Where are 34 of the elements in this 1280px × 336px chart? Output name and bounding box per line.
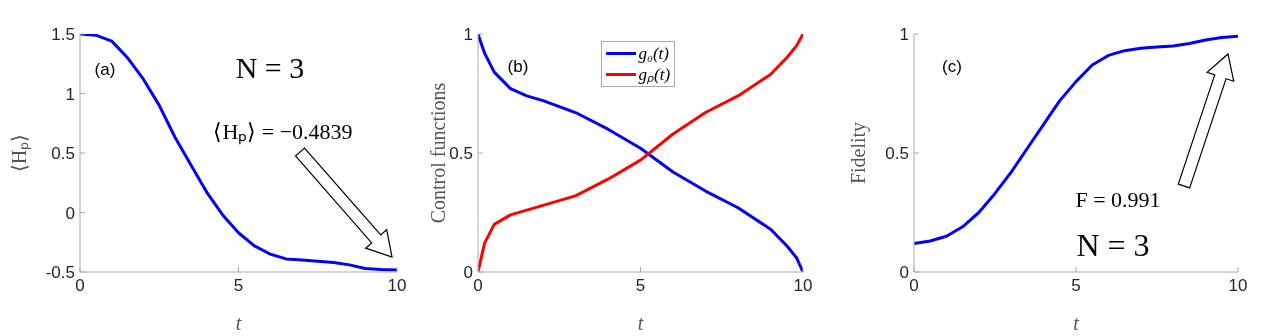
- y-tick-label: 0: [463, 263, 473, 283]
- x-axis-title: t: [235, 312, 242, 334]
- annotation: (a): [94, 60, 116, 80]
- y-tick-label: 0.5: [51, 144, 75, 164]
- x-axis-title: t: [637, 312, 644, 334]
- y-tick-label: 1: [899, 25, 909, 45]
- annotation: (b): [507, 57, 529, 77]
- x-tick-label: 10: [387, 276, 407, 296]
- line-series: [478, 34, 803, 272]
- y-tick-label: 0: [65, 203, 75, 223]
- y-axis-title: Control functions: [426, 82, 450, 224]
- y-axis-title: ⟨Hₚ⟩: [6, 133, 32, 173]
- y-tick-label: 1.5: [51, 25, 75, 45]
- annotation: ⟨Hₚ⟩ = −0.4839: [213, 118, 353, 145]
- annotation: N = 3: [235, 51, 305, 85]
- y-tick-label: 0: [899, 263, 909, 283]
- x-tick-label: 5: [635, 276, 646, 296]
- y-tick-label: -0.5: [45, 263, 75, 283]
- x-tick-label: 10: [1228, 276, 1248, 296]
- y-axis-title: Fidelity: [846, 121, 870, 185]
- annotation: F = 0.991: [1075, 187, 1161, 213]
- y-tick-label: 0.5: [885, 144, 909, 164]
- y-tick-label: 1: [463, 25, 473, 45]
- x-tick-label: 5: [233, 276, 244, 296]
- x-tick-label: 10: [793, 276, 813, 296]
- y-tick-label: 0.5: [449, 144, 473, 164]
- legend-label: g₀(t): [638, 43, 669, 64]
- annotation: (c): [942, 57, 962, 77]
- annotation: N = 3: [1076, 226, 1150, 264]
- x-tick-label: 5: [1071, 276, 1081, 296]
- x-axis-title: t: [1073, 312, 1080, 334]
- line-series: [80, 34, 397, 272]
- legend-label: gₚ(t): [638, 64, 671, 85]
- y-tick-label: 1: [65, 84, 75, 104]
